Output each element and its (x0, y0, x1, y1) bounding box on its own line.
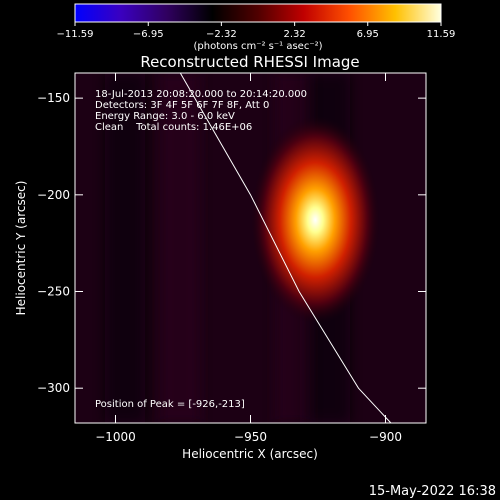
colorbar-label: (photons cm⁻² s⁻¹ asec⁻²) (193, 41, 322, 52)
x-axis-label: Heliocentric X (arcsec) (182, 447, 318, 461)
colorbar-tick-label: 11.59 (427, 29, 456, 40)
chart-title: Reconstructed RHESSI Image (140, 53, 359, 71)
image-layer (105, 73, 392, 423)
fringe-left (105, 73, 145, 423)
footer-date: 15-May-2022 16:38 (369, 484, 496, 499)
x-tick-label: −950 (234, 430, 267, 444)
colorbar-tick-label: −11.59 (56, 29, 93, 40)
y-tick-label: −250 (37, 285, 70, 299)
colorbar-tick-label: 6.95 (357, 29, 379, 40)
colorbar-tick-label: −6.95 (133, 29, 164, 40)
y-axis: −150 −200 −250 −300 (37, 91, 426, 395)
colorbar-ticks: −11.59 −6.95 −2.32 2.32 6.95 11.59 (56, 22, 455, 40)
annotation-line: Clean Total counts: 1.46E+06 (95, 122, 252, 133)
peak-label: Position of Peak = [-926,-213] (95, 399, 245, 410)
fringe-band (160, 73, 200, 423)
y-tick-label: −300 (37, 381, 70, 395)
x-tick-label: −1000 (95, 430, 136, 444)
xray-source (250, 115, 381, 325)
annotation-line: Detectors: 3F 4F 5F 6F 7F 8F, Att 0 (95, 100, 269, 111)
y-axis-label: Heliocentric Y (arcsec) (14, 181, 28, 316)
solar-limb-line (179, 73, 392, 423)
colorbar (74, 3, 442, 23)
x-axis: −1000−950−900−850 (95, 73, 402, 444)
y-tick-label: −150 (37, 91, 70, 105)
annotation-line: 18-Jul-2013 20:08:20.000 to 20:14:20.000 (95, 89, 307, 100)
colorbar-tick-label: −2.32 (206, 29, 237, 40)
x-tick-label: −900 (369, 430, 402, 444)
annotation-block: 18-Jul-2013 20:08:20.000 to 20:14:20.000… (95, 89, 307, 133)
y-tick-label: −200 (37, 188, 70, 202)
annotation-line: Energy Range: 3.0 - 6.0 keV (95, 111, 235, 122)
colorbar-tick-label: 2.32 (283, 29, 305, 40)
